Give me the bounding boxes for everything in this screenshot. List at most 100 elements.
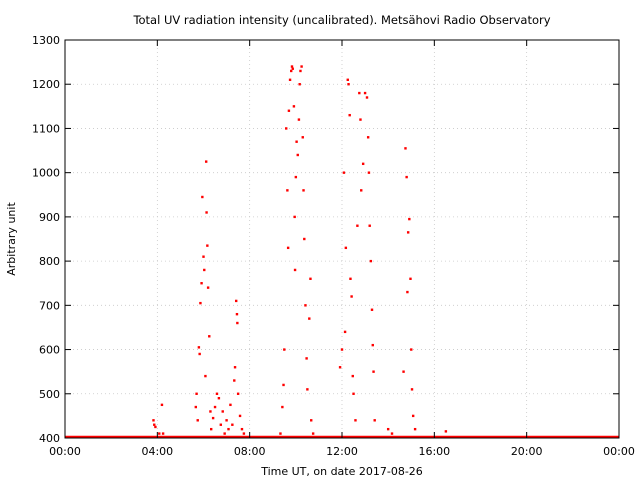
data-point [286,246,290,250]
axis-ticks: 400 500 600 700 800 900 1000 1100 1200 1300 00:00 0… [32,34,635,458]
data-point [236,392,240,395]
data-point [413,427,417,431]
data-point [367,171,371,174]
data-point [305,357,308,360]
data-point [204,374,207,378]
data-point [308,317,311,320]
data-point [302,189,305,192]
y-tick-label: 900 [39,211,60,224]
x-tick-label: 20:00 [511,445,543,458]
grid [65,40,619,438]
data-point [368,224,371,227]
data-point [300,65,303,68]
data-point [199,301,202,305]
data-point [296,153,299,157]
data-point [311,432,315,435]
data-point [283,348,286,351]
data-point [233,366,237,369]
data-point [153,423,156,426]
data-point [366,136,370,139]
data-point [309,277,312,280]
data-point [373,419,376,422]
data-point [285,127,288,130]
data-point [221,410,224,413]
data-series [65,65,619,439]
data-point [236,321,239,325]
data-point [279,432,282,435]
data-point [409,277,412,280]
y-tick-label: 1200 [32,78,60,91]
data-point [198,352,201,356]
data-point [408,217,411,221]
data-point [288,78,292,81]
data-point [154,425,157,429]
data-point [351,374,354,378]
data-point [223,432,226,435]
data-point [360,189,363,192]
data-point [219,423,223,426]
data-point [204,160,208,163]
data-point [290,69,293,73]
x-tick-label: 04:00 [141,445,173,458]
data-point [304,304,307,307]
data-point [208,335,211,338]
data-point [349,277,352,280]
data-point [310,419,313,422]
data-point [205,211,208,214]
data-point [371,343,374,347]
x-tick-label: 00:00 [603,445,635,458]
data-point [411,414,415,418]
data-point [410,348,413,351]
y-axis-label: Arbitrary unit [5,202,18,276]
y-tick-label: 400 [39,432,60,445]
data-point [196,419,199,422]
data-point [350,295,353,298]
data-point [287,109,291,112]
data-point [293,215,296,219]
data-point [340,348,344,351]
data-point [203,268,206,272]
data-point [363,91,367,95]
y-tick-label: 500 [39,388,60,401]
data-point [209,427,213,431]
data-point [235,312,239,316]
data-point [281,405,284,409]
data-point [356,224,359,227]
data-point [295,140,298,143]
data-point [158,432,161,435]
data-point [297,118,301,121]
data-point [290,65,294,68]
data-point [231,423,234,426]
data-point [359,118,362,121]
data-point [306,388,309,391]
data-point [346,78,349,81]
y-tick-label: 1100 [32,122,60,135]
data-point [344,246,348,250]
data-point [292,105,296,108]
data-point [286,189,289,192]
data-point [213,405,217,409]
data-point [365,96,369,99]
data-point [201,195,204,199]
data-point [301,136,304,139]
data-point [209,410,212,413]
data-point [282,383,285,387]
data-point [303,237,306,241]
y-tick-label: 1000 [32,167,60,180]
data-point [390,432,394,435]
data-point [370,308,374,311]
y-tick-label: 800 [39,255,60,268]
data-point [233,379,236,382]
data-point [347,83,350,86]
data-point [217,397,221,400]
data-point [293,268,297,272]
data-point [354,419,357,422]
data-point [410,388,414,391]
data-point [386,427,390,431]
data-point [229,403,232,407]
data-point [361,162,365,166]
data-point [202,255,205,258]
data-point [405,175,408,179]
data-point [242,432,246,435]
data-point [291,67,294,70]
